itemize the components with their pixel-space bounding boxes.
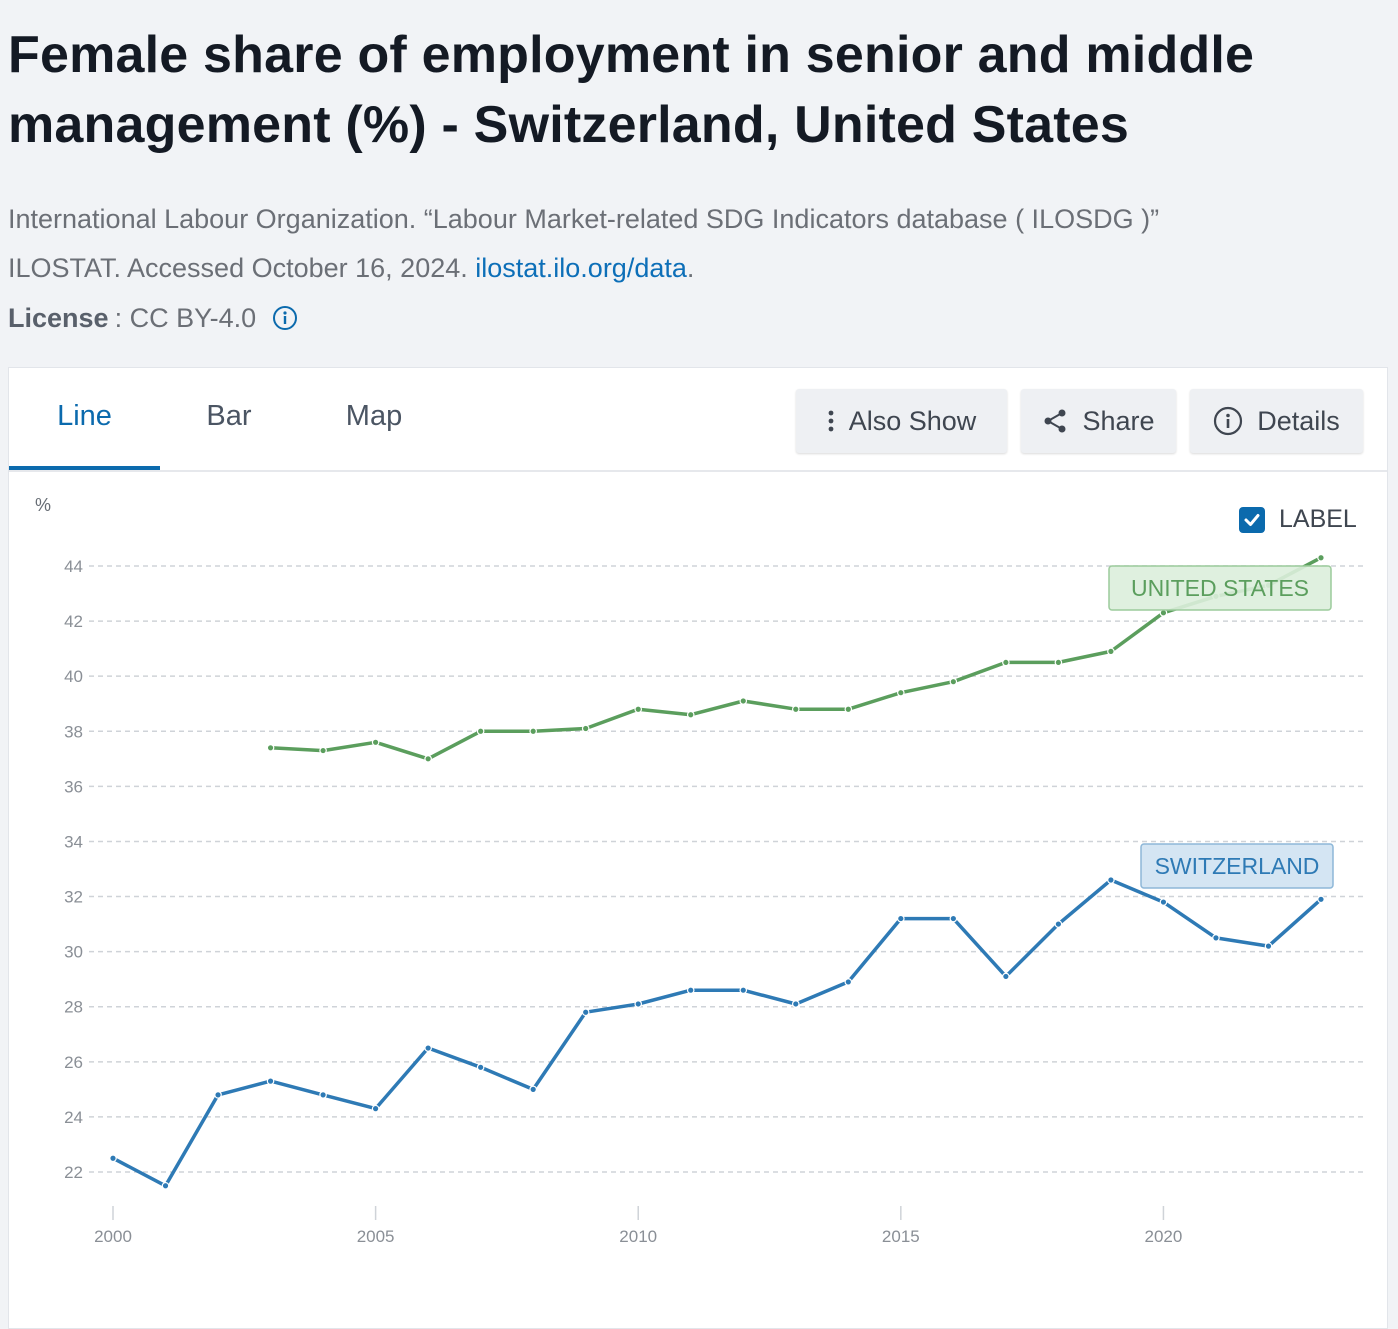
- source-citation: International Labour Organization. “Labo…: [8, 195, 1388, 293]
- also-show-button[interactable]: Also Show: [796, 389, 1007, 453]
- y-axis-unit-label: %: [35, 495, 51, 515]
- license-value: : CC BY-4.0: [114, 303, 257, 333]
- data-point: [1317, 895, 1325, 904]
- series-line: [112, 878, 1323, 1188]
- data-point: [1317, 553, 1325, 562]
- data-point: [266, 1077, 275, 1085]
- data-point: [371, 1104, 380, 1113]
- tab-map[interactable]: Map: [345, 400, 403, 432]
- data-point: [791, 1000, 800, 1008]
- data-point: [1212, 934, 1220, 942]
- citation-line-2: ILOSTAT. Accessed October 16, 2024. ilos…: [8, 244, 1388, 293]
- x-tick-label: 2020: [1145, 1227, 1183, 1246]
- data-point: [161, 1181, 170, 1190]
- data-point: [634, 705, 643, 714]
- info-icon[interactable]: [272, 305, 298, 331]
- data-point: [476, 1063, 485, 1072]
- x-tick-label: 2000: [94, 1227, 132, 1246]
- data-point: [581, 724, 590, 733]
- data-point: [739, 986, 748, 995]
- details-button[interactable]: Details: [1190, 389, 1363, 453]
- data-point: [424, 1044, 432, 1052]
- data-point: [476, 727, 485, 736]
- data-point: [739, 697, 748, 705]
- y-tick-label: 24: [64, 1108, 83, 1127]
- data-point: [844, 978, 853, 986]
- page-title: Female share of employment in senior and…: [8, 26, 1255, 154]
- data-point: [319, 1091, 327, 1099]
- info-circle-icon: [1213, 406, 1243, 436]
- data-point: [1054, 658, 1063, 667]
- data-point: [1002, 658, 1010, 667]
- series-label: SWITZERLAND: [1155, 853, 1320, 879]
- y-tick-label: 26: [64, 1053, 83, 1072]
- data-point: [1159, 898, 1168, 906]
- y-tick-label: 30: [64, 943, 83, 962]
- data-point: [1054, 920, 1063, 928]
- series-label-box: [1108, 565, 1332, 611]
- chart-card: Line Bar Map Also Show Share Details LAB…: [8, 367, 1388, 1329]
- line-chart: % 22 24 26 28 30 32 34 36 38 40 42 44 2000 2005 2010 201…: [35, 495, 1365, 1246]
- active-tab-indicator: [9, 466, 160, 470]
- label-checkbox[interactable]: [1239, 506, 1265, 533]
- y-tick-label: 38: [64, 722, 83, 741]
- series-label: UNITED STATES: [1131, 575, 1309, 601]
- share-button[interactable]: Share: [1021, 389, 1176, 453]
- citation-link[interactable]: ilostat.ilo.org/data: [475, 253, 687, 283]
- data-point: [949, 914, 958, 923]
- data-point: [686, 986, 695, 995]
- chart-tabs: Line Bar Map Also Show Share Details: [9, 368, 1387, 472]
- data-point: [214, 1091, 222, 1099]
- y-tick-label: 42: [64, 612, 83, 631]
- also-show-label: Also Show: [848, 405, 977, 436]
- data-point: [109, 1154, 117, 1163]
- more-vertical-icon: [827, 409, 835, 433]
- data-point: [266, 743, 275, 752]
- data-point: [1002, 972, 1010, 981]
- y-tick-label: 34: [64, 832, 83, 851]
- checkmark-icon: [1244, 513, 1260, 526]
- y-tick-label: 32: [64, 888, 83, 907]
- tab-bar[interactable]: Bar: [206, 400, 252, 432]
- details-label: Details: [1257, 405, 1340, 436]
- y-tick-label: 28: [64, 998, 83, 1017]
- x-tick-label: 2015: [882, 1227, 920, 1246]
- y-tick-label: 44: [64, 557, 83, 576]
- y-tick-label: 40: [64, 667, 83, 686]
- share-label: Share: [1082, 405, 1155, 436]
- data-point: [581, 1008, 590, 1017]
- data-point: [844, 705, 853, 714]
- citation-line-1: International Labour Organization. “Labo…: [8, 204, 1160, 234]
- data-point: [1107, 647, 1115, 656]
- data-point: [319, 746, 327, 755]
- license-label: License: [8, 303, 109, 333]
- tab-line[interactable]: Line: [57, 400, 112, 432]
- x-tick-label: 2005: [357, 1227, 395, 1246]
- data-point: [791, 705, 800, 714]
- data-point: [371, 738, 380, 747]
- license-line: License : CC BY-4.0: [8, 296, 298, 340]
- data-point: [529, 1085, 537, 1094]
- data-point: [897, 914, 905, 923]
- data-point: [634, 1000, 643, 1008]
- series-label-box: [1140, 843, 1334, 889]
- label-toggle-text: LABEL: [1279, 505, 1357, 533]
- y-tick-label: 22: [64, 1163, 83, 1182]
- data-point: [1264, 942, 1273, 950]
- x-tick-label: 2010: [619, 1227, 657, 1246]
- data-point: [897, 688, 905, 697]
- data-point: [686, 710, 695, 719]
- citation-accessed: ILOSTAT. Accessed October 16, 2024.: [8, 253, 476, 283]
- data-point: [424, 755, 432, 763]
- data-point: [529, 727, 537, 736]
- y-tick-label: 36: [64, 777, 83, 796]
- data-point: [949, 677, 958, 686]
- citation-suffix: .: [686, 253, 695, 283]
- share-icon: [1042, 408, 1068, 434]
- label-toggle[interactable]: LABEL: [1239, 505, 1357, 534]
- data-point: [1107, 876, 1115, 884]
